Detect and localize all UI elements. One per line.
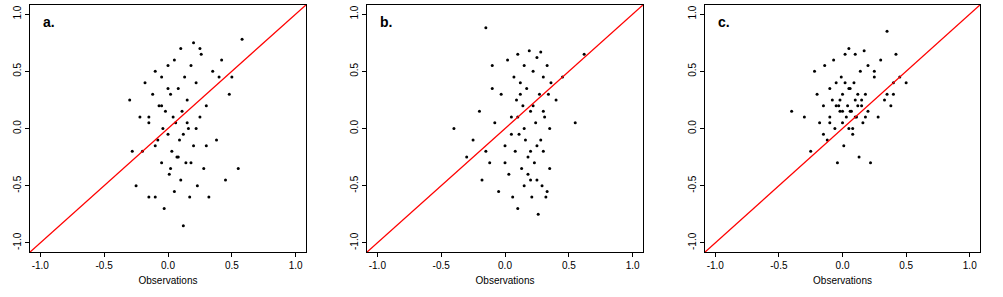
svg-text:Observations: Observations xyxy=(139,275,198,286)
svg-text:-1.0: -1.0 xyxy=(687,232,698,250)
svg-text:1.0: 1.0 xyxy=(289,260,303,271)
svg-text:0.5: 0.5 xyxy=(899,260,913,271)
svg-text:1.0: 1.0 xyxy=(349,5,360,19)
svg-text:0.0: 0.0 xyxy=(12,120,23,134)
svg-text:1.0: 1.0 xyxy=(687,5,698,19)
svg-text:1.0: 1.0 xyxy=(12,5,23,19)
svg-text:-1.0: -1.0 xyxy=(349,232,360,250)
svg-text:0.5: 0.5 xyxy=(225,260,239,271)
svg-text:-0.5: -0.5 xyxy=(96,260,114,271)
svg-text:0.5: 0.5 xyxy=(12,62,23,76)
svg-text:-0.5: -0.5 xyxy=(433,260,451,271)
svg-text:0.0: 0.0 xyxy=(498,260,512,271)
svg-text:0.0: 0.0 xyxy=(687,120,698,134)
svg-text:Observations: Observations xyxy=(476,275,535,286)
svg-text:1.0: 1.0 xyxy=(963,260,977,271)
svg-text:a.: a. xyxy=(43,14,55,30)
svg-text:b.: b. xyxy=(380,14,392,30)
svg-text:-0.5: -0.5 xyxy=(770,260,788,271)
svg-text:0.0: 0.0 xyxy=(836,260,850,271)
svg-text:-0.5: -0.5 xyxy=(687,175,698,193)
svg-text:-1.0: -1.0 xyxy=(12,232,23,250)
svg-text:-1.0: -1.0 xyxy=(32,260,50,271)
svg-text:Observations: Observations xyxy=(813,275,872,286)
svg-text:-1.0: -1.0 xyxy=(369,260,387,271)
svg-text:0.0: 0.0 xyxy=(349,120,360,134)
svg-text:c.: c. xyxy=(718,14,730,30)
svg-text:1.0: 1.0 xyxy=(626,260,640,271)
svg-text:-0.5: -0.5 xyxy=(12,175,23,193)
svg-text:0.5: 0.5 xyxy=(562,260,576,271)
svg-text:0.0: 0.0 xyxy=(161,260,175,271)
svg-text:-0.5: -0.5 xyxy=(349,175,360,193)
svg-text:0.5: 0.5 xyxy=(687,62,698,76)
svg-text:0.5: 0.5 xyxy=(349,62,360,76)
svg-text:-1.0: -1.0 xyxy=(707,260,725,271)
